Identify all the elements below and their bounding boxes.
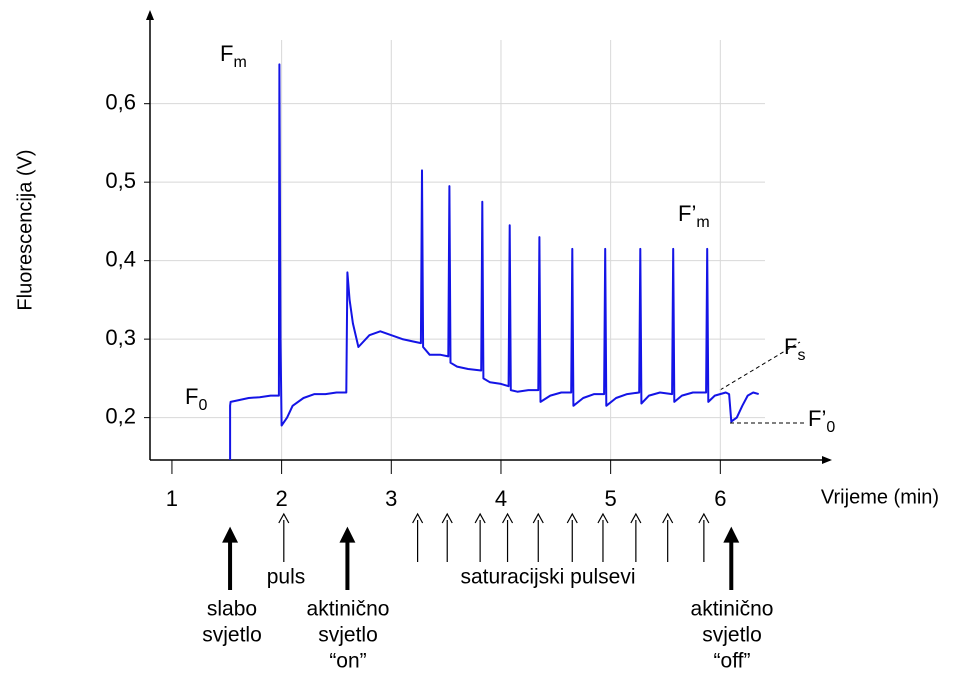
arrow-head — [222, 526, 239, 543]
y-tick-label: 0,2 — [105, 403, 136, 428]
fluorescence-trace — [229, 63, 759, 460]
y-tick-label: 0,6 — [105, 89, 136, 114]
axis-arrow — [146, 10, 154, 20]
event-arrow — [597, 512, 609, 562]
annotation: F’0 — [808, 406, 835, 436]
y-axis-label: Fluorescencija (V) — [14, 149, 36, 310]
leader-line — [719, 341, 801, 391]
bottom-label: “off” — [714, 650, 751, 673]
bottom-label: slabo — [207, 598, 257, 621]
event-arrow — [566, 512, 578, 562]
bottom-label: svjetlo — [202, 624, 262, 647]
annotation: F’m — [678, 201, 710, 231]
bottom-label: aktinično — [691, 598, 774, 621]
event-arrow — [698, 512, 710, 562]
event-arrow — [532, 512, 544, 562]
event-arrow — [474, 512, 486, 562]
annotation-main: F’ — [678, 201, 696, 226]
y-tick-label: 0,4 — [105, 246, 136, 271]
event-arrow — [723, 526, 740, 590]
arrow-head — [698, 512, 710, 524]
event-arrow — [278, 512, 290, 562]
y-tick-label: 0,3 — [105, 325, 136, 350]
arrow-head — [502, 512, 514, 524]
bottom-label: puls — [267, 566, 306, 589]
arrow-head — [630, 512, 642, 524]
event-arrow — [412, 512, 424, 562]
arrow-head — [597, 512, 609, 524]
axis-arrow — [822, 456, 832, 464]
annotation-main: F — [185, 384, 198, 409]
annotation-sub: 0 — [198, 397, 207, 414]
arrow-head — [532, 512, 544, 524]
annotation-main: F — [784, 334, 797, 359]
bottom-label: svjetlo — [702, 624, 762, 647]
annotation-sub: 0 — [826, 419, 835, 436]
y-tick-label: 0,5 — [105, 168, 136, 193]
annotation-sub: m — [233, 54, 246, 71]
annotation: F0 — [185, 384, 207, 414]
event-arrow — [222, 526, 239, 590]
annotation-main: F — [220, 41, 233, 66]
annotation: Fm — [220, 41, 247, 71]
bottom-label: saturacijski pulsevi — [460, 566, 635, 589]
event-arrow — [339, 526, 356, 590]
arrow-head — [278, 512, 290, 524]
arrow-head — [662, 512, 674, 524]
event-arrow — [662, 512, 674, 562]
x-tick-label: 4 — [495, 486, 507, 511]
event-arrow — [441, 512, 453, 562]
bottom-label: svjetlo — [318, 624, 378, 647]
x-axis-label: Vrijeme (min) — [821, 486, 939, 508]
annotation-main: F’ — [808, 406, 826, 431]
x-tick-label: 6 — [714, 486, 726, 511]
x-tick-label: 5 — [605, 486, 617, 511]
event-arrow — [630, 512, 642, 562]
x-tick-label: 3 — [385, 486, 397, 511]
x-tick-label: 1 — [166, 486, 178, 511]
annotation-sub: s — [797, 347, 805, 364]
bottom-label: “on” — [329, 650, 366, 673]
annotation-sub: m — [696, 214, 709, 231]
bottom-label: aktinično — [307, 598, 390, 621]
arrow-head — [566, 512, 578, 524]
annotation: Fs — [784, 334, 805, 364]
arrow-head — [723, 526, 740, 543]
arrow-head — [412, 512, 424, 524]
event-arrow — [502, 512, 514, 562]
arrow-head — [474, 512, 486, 524]
arrow-head — [441, 512, 453, 524]
arrow-head — [339, 526, 356, 543]
x-tick-label: 2 — [275, 486, 287, 511]
